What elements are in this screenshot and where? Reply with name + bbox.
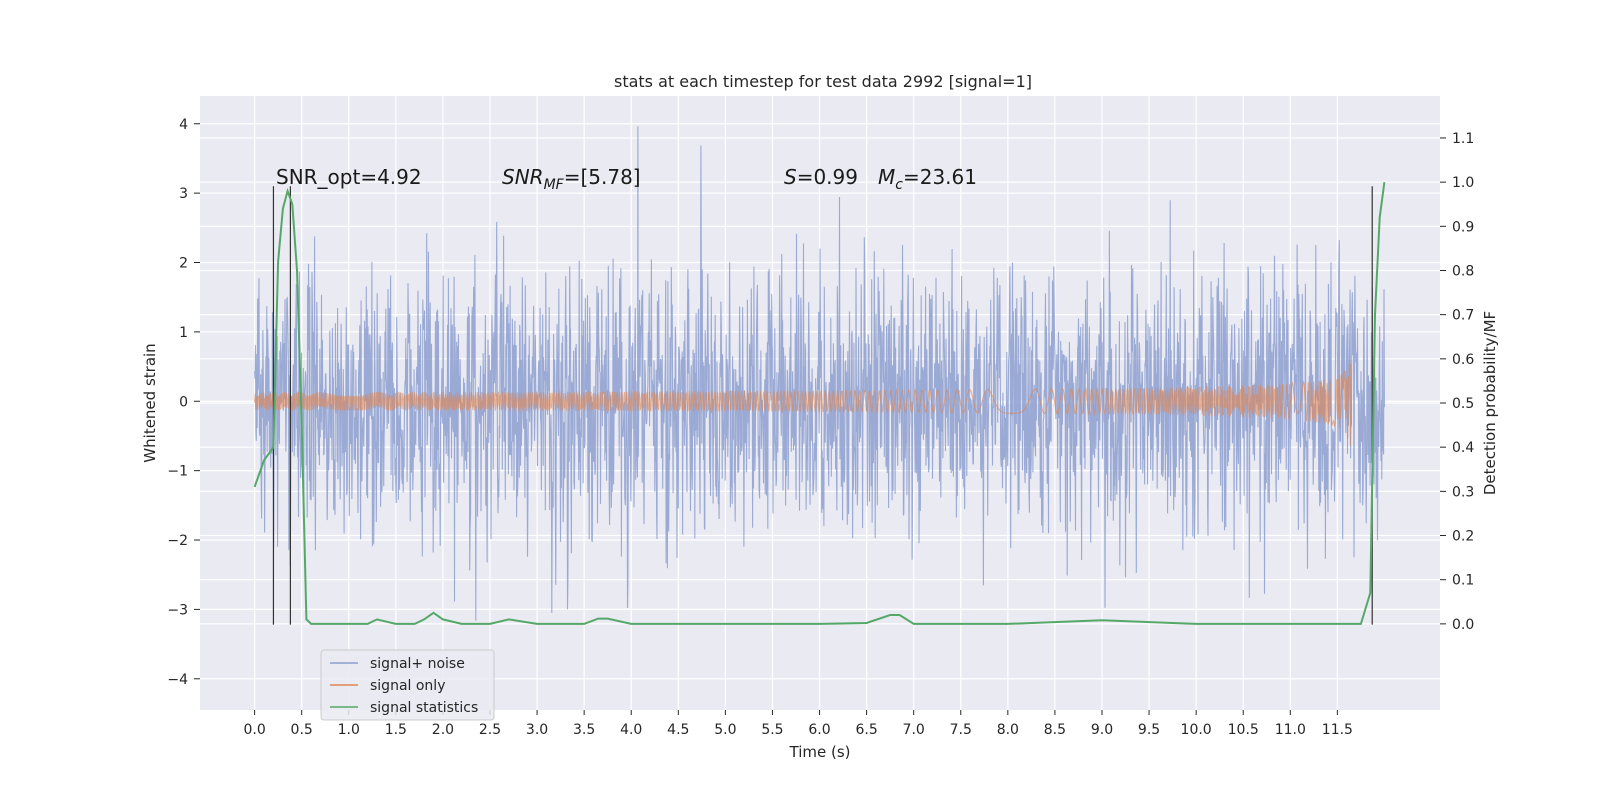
snr-mf-main: SNR: [502, 165, 544, 189]
signal-only-line: [254, 359, 1353, 446]
annotation-snr-mf: SNRMF=[5.78]: [502, 165, 641, 193]
mc-value: =23.61: [903, 165, 977, 189]
legend-box: [320, 649, 495, 721]
y2-axis-ticks: 1.1 1.0 0.9 0.8 0.7 0.6 0.5 0.4 0.3 0.2 0.1 0.0: [1440, 131, 1474, 633]
x-tick-label: 3.0: [526, 722, 548, 738]
snr-mf-value: =[5.78]: [564, 165, 641, 189]
legend-label-signal-only: signal only: [370, 678, 445, 694]
x-tick-label: 10.5: [1228, 722, 1259, 738]
y-tick-label: 2: [179, 256, 188, 272]
x-tick-label: 0.0: [243, 722, 265, 738]
y-tick-label: −3: [167, 602, 188, 618]
y2-tick-label: 0.2: [1452, 529, 1474, 545]
x-tick-label: 1.0: [338, 722, 360, 738]
y-tick-label: −1: [167, 464, 188, 480]
s-symbol: S: [784, 165, 797, 189]
x-tick-label: 11.0: [1275, 722, 1306, 738]
x-tick-label: 2.0: [432, 722, 454, 738]
x-tick-label: 6.0: [808, 722, 830, 738]
y2-tick-label: 1.0: [1452, 175, 1474, 191]
annotation-s: S=0.99: [784, 165, 858, 189]
y2-tick-label: 0.0: [1452, 617, 1474, 633]
x-axis-label: Time (s): [789, 743, 851, 761]
legend-label-signal-statistics: signal statistics: [370, 700, 478, 716]
y-tick-label: −2: [167, 533, 188, 549]
x-axis-ticks: 0.0 0.5 1.0 1.5 2.0 2.5 3.0 3.5 4.0 4.5 5.0 5.5 6.0 6…: [243, 710, 1353, 738]
y-axis-ticks: 4 3 2 1 0 −1 −2 −3 −4: [167, 117, 200, 688]
y2-tick-label: 0.5: [1452, 396, 1474, 412]
y-tick-label: 0: [179, 394, 188, 410]
y2-tick-label: 0.1: [1452, 573, 1474, 589]
x-tick-label: 10.0: [1181, 722, 1212, 738]
series-signal-only: [254, 359, 1353, 446]
annotation-snr-opt: SNR_opt=4.92: [276, 165, 422, 189]
snr-mf-subscript: MF: [544, 177, 565, 193]
y2-tick-label: 0.8: [1452, 263, 1474, 279]
x-tick-label: 11.5: [1322, 722, 1353, 738]
y-tick-label: 3: [179, 186, 188, 202]
x-tick-label: 4.5: [667, 722, 689, 738]
x-tick-label: 9.0: [1091, 722, 1113, 738]
s-value: =0.99: [797, 165, 858, 189]
y2-tick-label: 0.3: [1452, 484, 1474, 500]
x-tick-label: 8.5: [1044, 722, 1066, 738]
x-tick-label: 2.5: [479, 722, 501, 738]
mc-symbol: M: [878, 165, 895, 189]
x-tick-label: 6.5: [855, 722, 877, 738]
x-tick-label: 7.5: [950, 722, 972, 738]
annotation-mc: Mc=23.61: [878, 165, 977, 193]
x-tick-label: 7.0: [903, 722, 925, 738]
marker-lines: [272, 186, 1373, 625]
chart-title: stats at each timestep for test data 299…: [614, 72, 1032, 91]
signal-statistics-line: [253, 181, 1386, 625]
y2-tick-label: 1.1: [1452, 131, 1474, 147]
y2-tick-label: 0.9: [1452, 219, 1474, 235]
legend-label-signal-noise: signal+ noise: [370, 656, 465, 672]
y-tick-label: −4: [167, 672, 188, 688]
x-tick-label: 1.5: [385, 722, 407, 738]
y-tick-label: 1: [179, 325, 188, 341]
y2-tick-label: 0.4: [1452, 440, 1474, 456]
series-signal-statistics: [253, 181, 1386, 625]
x-tick-label: 4.0: [620, 722, 642, 738]
y2-tick-label: 0.7: [1452, 308, 1474, 324]
y-axis-label: Whitened strain: [141, 343, 159, 462]
x-tick-label: 3.5: [573, 722, 595, 738]
x-tick-label: 0.5: [291, 722, 313, 738]
mc-subscript: c: [895, 177, 903, 193]
y2-tick-label: 0.6: [1452, 352, 1474, 368]
x-tick-label: 8.0: [997, 722, 1019, 738]
x-tick-label: 5.5: [761, 722, 783, 738]
x-tick-label: 9.5: [1138, 722, 1160, 738]
y-tick-label: 4: [179, 117, 188, 133]
x-tick-label: 5.0: [714, 722, 736, 738]
legend: signal+ noise signal only signal statist…: [320, 649, 495, 721]
y2-axis-label: Detection probability/MF: [1481, 311, 1499, 495]
